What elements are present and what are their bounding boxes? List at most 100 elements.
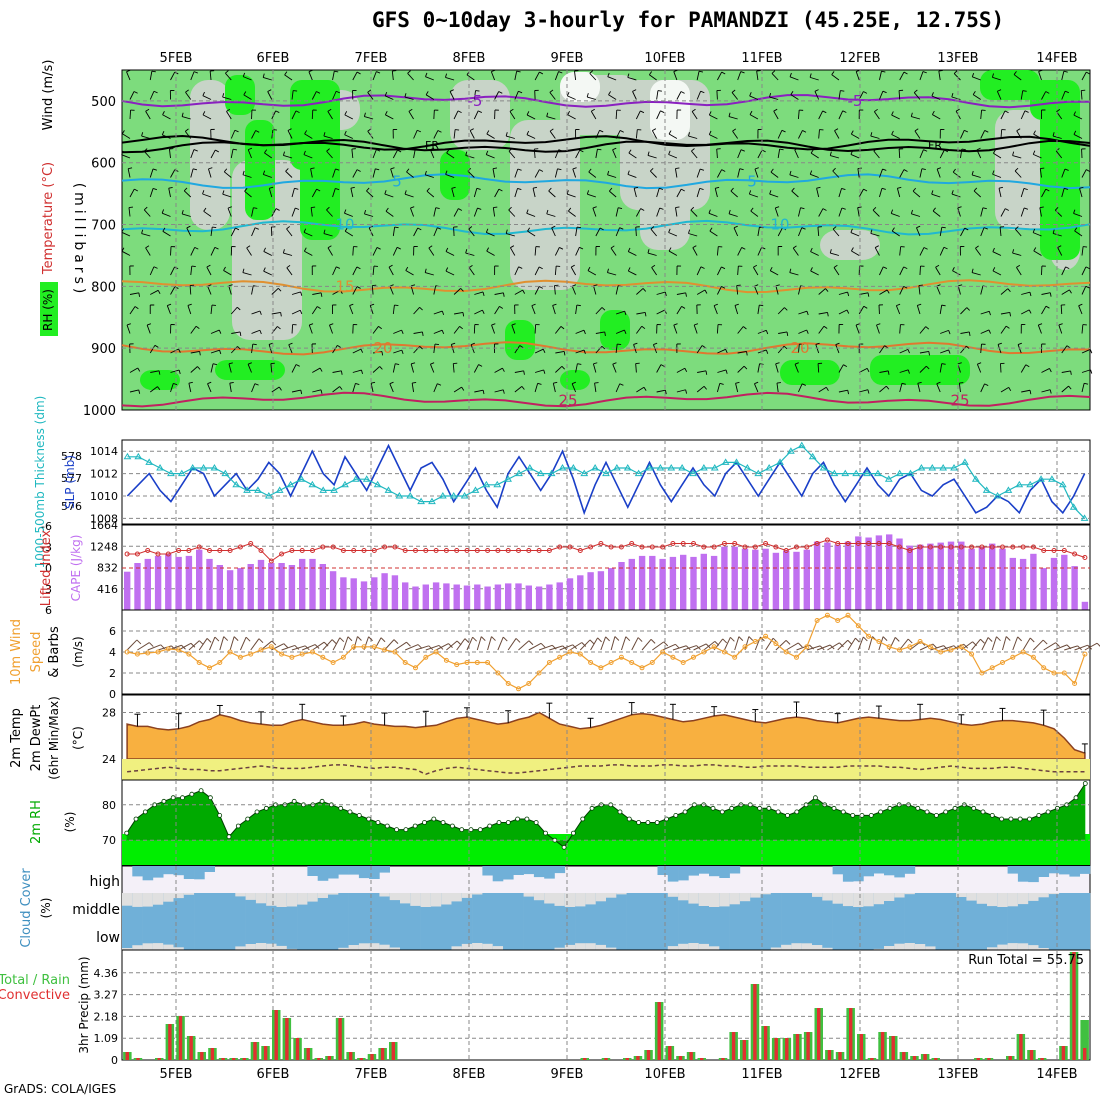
wind-barb bbox=[1033, 133, 1042, 139]
wind-barb-flag bbox=[1064, 90, 1069, 94]
wind10m-barb bbox=[466, 636, 474, 651]
lifted-index-marker bbox=[402, 548, 408, 553]
cape-bar bbox=[680, 554, 687, 610]
wind-barb bbox=[549, 130, 556, 139]
wind-barb-flag bbox=[834, 128, 839, 132]
wind-barb bbox=[372, 149, 377, 159]
cloud-mid-low-cell bbox=[791, 893, 802, 950]
wind-barb-flag bbox=[475, 90, 480, 92]
wind-barb bbox=[996, 91, 1002, 100]
wind-barb bbox=[534, 348, 544, 354]
wind10m-barb bbox=[888, 637, 896, 651]
wind10m-barb-flag bbox=[730, 636, 735, 642]
cape-bar bbox=[288, 565, 296, 610]
wind-barb-flag bbox=[735, 381, 740, 384]
rh2m-marker bbox=[477, 827, 483, 832]
wind10m-barb bbox=[930, 645, 944, 651]
wind-barb-flag bbox=[486, 247, 490, 252]
thickness-marker bbox=[754, 469, 763, 477]
wind-barb-flag bbox=[445, 267, 449, 272]
lifted-index-marker bbox=[927, 544, 933, 550]
wind10m-barb bbox=[1033, 639, 1044, 651]
lifted-index-marker bbox=[783, 548, 789, 553]
wind10m-marker bbox=[330, 660, 336, 665]
lifted-index-marker bbox=[732, 541, 738, 546]
wind-barb-flag bbox=[571, 381, 576, 385]
rh2m-marker bbox=[459, 827, 465, 832]
wind10m-barb bbox=[250, 638, 260, 651]
wind-barb bbox=[392, 305, 395, 315]
wind-barb-flag bbox=[121, 130, 125, 135]
wind-barb bbox=[230, 346, 238, 354]
wind-barb bbox=[814, 91, 820, 100]
wind-barb bbox=[129, 306, 136, 315]
wind-barb bbox=[190, 350, 200, 354]
wind10m-barb bbox=[559, 644, 573, 651]
wind-barb-flag bbox=[174, 286, 179, 289]
wind-barb bbox=[392, 149, 398, 159]
wind-barb bbox=[509, 247, 516, 256]
wind10m-barb-flag bbox=[393, 639, 399, 644]
wind-barb-flag bbox=[1024, 110, 1029, 113]
wind-barb-flag bbox=[1039, 206, 1044, 209]
wind-barb-flag bbox=[982, 207, 987, 210]
wind-barb bbox=[976, 149, 982, 159]
wind-barb-flag bbox=[498, 91, 503, 94]
thickness-marker bbox=[602, 469, 610, 477]
wind-barb-flag bbox=[1032, 150, 1036, 155]
wind10m-tick: 2 bbox=[109, 667, 116, 680]
thickness-marker bbox=[417, 497, 425, 505]
wind-barb bbox=[190, 266, 193, 276]
wind-barb bbox=[162, 230, 171, 237]
wind-barb-flag bbox=[673, 323, 678, 326]
wind-barb bbox=[636, 288, 644, 295]
bottom-date-label: 12FEB bbox=[839, 1067, 880, 1082]
cape-tick: 416 bbox=[97, 583, 118, 596]
wind-barb bbox=[332, 266, 337, 276]
wind-barb bbox=[413, 346, 420, 354]
wind-barb-flag bbox=[375, 168, 380, 171]
cloud-low-gap bbox=[698, 943, 710, 950]
wind-barb-flag bbox=[703, 386, 707, 390]
wind10m-barb bbox=[878, 636, 884, 651]
wind10m-marker bbox=[886, 644, 892, 650]
wind-barb bbox=[736, 285, 739, 295]
wind10m-marker bbox=[423, 654, 429, 660]
rh2m-marker bbox=[347, 809, 353, 815]
lifted-index-marker bbox=[557, 544, 563, 550]
wind-barb-flag bbox=[998, 186, 1004, 189]
precip-conv-bar bbox=[902, 1052, 906, 1060]
wind-barb-flag bbox=[516, 70, 521, 73]
wind-barb-flag bbox=[668, 228, 671, 233]
wind-barb bbox=[960, 130, 965, 139]
wind-barb-flag bbox=[1045, 305, 1050, 309]
wind-barb bbox=[636, 326, 643, 334]
lifted-index-marker bbox=[866, 541, 872, 546]
thickness-marker bbox=[700, 464, 708, 471]
wind-barb-flag bbox=[627, 170, 630, 175]
precip-conv-bar bbox=[370, 1054, 374, 1060]
cape-bar bbox=[865, 537, 872, 610]
cape-bar bbox=[1071, 566, 1078, 610]
wind-barb-flag bbox=[451, 186, 456, 189]
wind10m-barb-flag bbox=[589, 639, 595, 645]
wind-barb bbox=[673, 71, 678, 81]
wind-barb bbox=[936, 286, 941, 295]
cape-bar bbox=[340, 577, 347, 610]
wind-barb-flag bbox=[242, 268, 245, 273]
wind10m-marker bbox=[608, 660, 614, 665]
wind-barb-flag bbox=[850, 228, 853, 233]
wind-barb bbox=[207, 383, 212, 393]
wind-barb-flag bbox=[491, 69, 496, 73]
cape-bar bbox=[422, 584, 429, 610]
cloud-mid-low-cell bbox=[369, 893, 380, 950]
precip-conv-bar bbox=[178, 1016, 183, 1060]
thickness-marker bbox=[656, 464, 665, 471]
cloud-mid-low-cell bbox=[122, 893, 133, 950]
wind-barb bbox=[879, 385, 887, 393]
wind-barb-flag bbox=[469, 128, 474, 131]
precip-conv-bar bbox=[721, 1058, 725, 1060]
cloud-high-cell bbox=[544, 866, 555, 879]
